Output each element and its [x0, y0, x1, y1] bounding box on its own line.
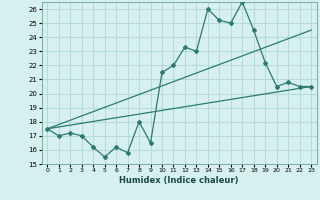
X-axis label: Humidex (Indice chaleur): Humidex (Indice chaleur) — [119, 176, 239, 185]
